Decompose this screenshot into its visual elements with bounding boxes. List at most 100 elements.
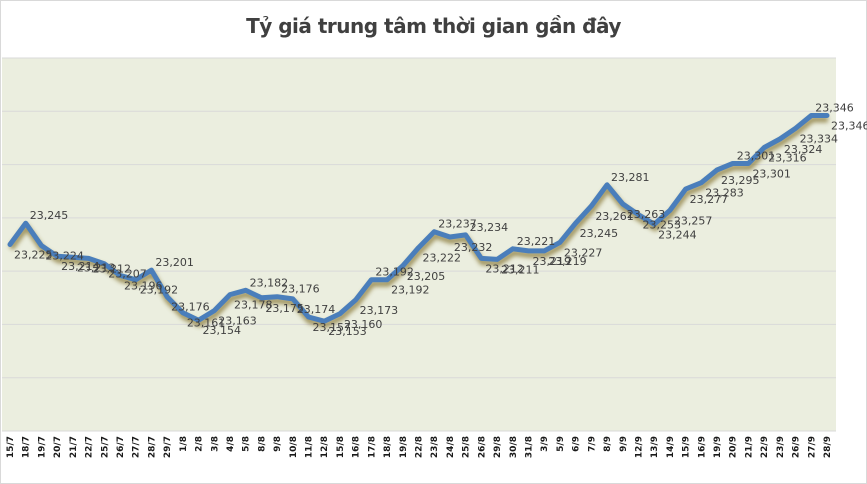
data-label: 23,160 (344, 318, 383, 331)
x-tick-label: 5/8 (242, 436, 252, 452)
x-tick-label: 18/8 (383, 436, 393, 458)
x-tick-label: 26/9 (792, 436, 802, 458)
x-tick-label: 23/9 (776, 436, 786, 458)
data-label: 23,295 (721, 174, 760, 187)
data-label: 23,283 (705, 187, 744, 200)
data-label: 23,212 (485, 262, 524, 275)
data-label: 23,261 (595, 210, 634, 223)
x-tick-label: 22/8 (415, 436, 425, 458)
x-tick-label: 19/9 (713, 436, 723, 458)
x-tick-label: 26/8 (477, 436, 487, 458)
x-tick-label: 22/9 (760, 436, 770, 458)
x-tick-label: 17/8 (367, 436, 377, 458)
x-tick-label: 19/7 (37, 436, 47, 458)
x-tick-label: 29/8 (493, 436, 503, 458)
x-tick-label: 25/7 (100, 436, 110, 458)
data-label: 23,281 (611, 171, 650, 184)
x-tick-label: 30/8 (509, 436, 519, 458)
data-label: 23,324 (784, 143, 823, 156)
data-label: 23,257 (674, 214, 713, 227)
x-tick-label: 15/7 (6, 436, 16, 458)
data-label: 23,219 (548, 255, 587, 268)
x-tick-label: 20/7 (53, 436, 63, 458)
data-label: 23,157 (313, 321, 352, 334)
data-label: 23,334 (800, 132, 839, 145)
x-tick-label: 26/7 (116, 436, 126, 458)
x-tick-label: 7/9 (587, 436, 597, 452)
x-tick-label: 1/8 (179, 436, 189, 452)
data-label: 23,232 (454, 241, 493, 254)
x-tick-label: 10/8 (289, 436, 299, 458)
x-tick-label: 21/7 (69, 436, 79, 458)
data-label: 23,214 (61, 260, 99, 273)
x-tick-label: 29/7 (163, 436, 173, 458)
x-tick-label: 12/9 (634, 436, 644, 458)
data-label: 23,201 (155, 256, 194, 269)
x-tick-label: 20/9 (729, 436, 739, 458)
data-label: 23,213 (77, 261, 116, 274)
x-tick-label: 16/8 (352, 436, 362, 458)
x-tick-label: 23/8 (430, 436, 440, 458)
x-tick-label: 9/9 (619, 436, 629, 452)
x-tick-label: 2/8 (195, 436, 205, 452)
line-shadow (8, 116, 828, 329)
x-tick-label: 28/9 (823, 436, 833, 458)
x-tick-label: 9/8 (273, 436, 283, 452)
data-label: 23,263 (627, 208, 666, 221)
x-tick-label: 11/8 (305, 436, 315, 458)
data-label: 23,221 (517, 235, 556, 248)
data-label: 23,196 (124, 279, 163, 292)
data-label: 23,192 (140, 284, 179, 297)
x-tick-label: 4/8 (226, 436, 236, 452)
data-label: 23,174 (297, 303, 336, 316)
data-label: 23,205 (407, 270, 446, 283)
data-label: 23,176 (281, 283, 320, 296)
gridlines (2, 57, 836, 432)
data-label: 23,234 (470, 221, 509, 234)
data-label: 23,224 (45, 250, 84, 263)
x-tick-label: 8/8 (257, 436, 267, 452)
x-tick-label: 14/9 (666, 436, 676, 458)
x-tick-label: 12/8 (320, 436, 330, 458)
x-tick-label: 8/9 (603, 436, 613, 452)
x-tick-label: 15/8 (336, 436, 346, 458)
x-tick-label: 28/7 (147, 436, 157, 458)
data-label: 23,237 (438, 218, 477, 231)
data-label: 23,211 (501, 263, 540, 276)
data-label: 23,316 (768, 152, 807, 165)
data-label: 23,222 (423, 252, 462, 265)
data-label: 23,182 (250, 276, 289, 289)
x-tick-label: 22/7 (85, 436, 95, 458)
data-label: 23,192 (391, 284, 430, 297)
data-label: 23,207 (108, 268, 146, 281)
data-label: 23,346 (815, 102, 854, 115)
data-label: 23,244 (658, 228, 697, 241)
data-label: 23,227 (564, 246, 603, 259)
data-label: 23,212 (93, 262, 132, 275)
x-tick-label: 19/8 (399, 436, 409, 458)
data-labels: 23,22523,24523,22423,21423,21323,21223,2… (14, 102, 867, 339)
data-label: 23,245 (30, 209, 69, 222)
data-label: 23,301 (737, 150, 776, 163)
data-label: 23,153 (328, 325, 367, 338)
x-tick-label: 18/7 (22, 436, 32, 458)
data-label: 23,245 (580, 227, 619, 240)
x-tick-label: 5/9 (556, 436, 566, 452)
x-axis-labels: 15/7 18/7 19/7 20/7 21/7 22/7 25/7 26/7 27/7 28/7… (6, 436, 833, 458)
data-label: 23,253 (642, 219, 681, 232)
x-tick-label: 6/9 (572, 436, 582, 452)
data-label: 23,173 (360, 304, 399, 317)
data-label: 23,175 (265, 302, 304, 315)
data-label: 23,277 (690, 193, 729, 206)
x-tick-label: 27/9 (807, 436, 817, 458)
data-label: 23,163 (218, 315, 257, 328)
x-tick-label: 25/8 (462, 436, 472, 458)
x-tick-label: 3/8 (210, 436, 220, 452)
data-label: 23,301 (752, 168, 791, 181)
x-tick-label: 31/8 (524, 436, 534, 458)
exchange-rate-line (7, 113, 830, 324)
data-label: 23,346 (831, 120, 867, 133)
data-label: 23,192 (375, 266, 414, 279)
data-label: 23,154 (203, 324, 242, 337)
